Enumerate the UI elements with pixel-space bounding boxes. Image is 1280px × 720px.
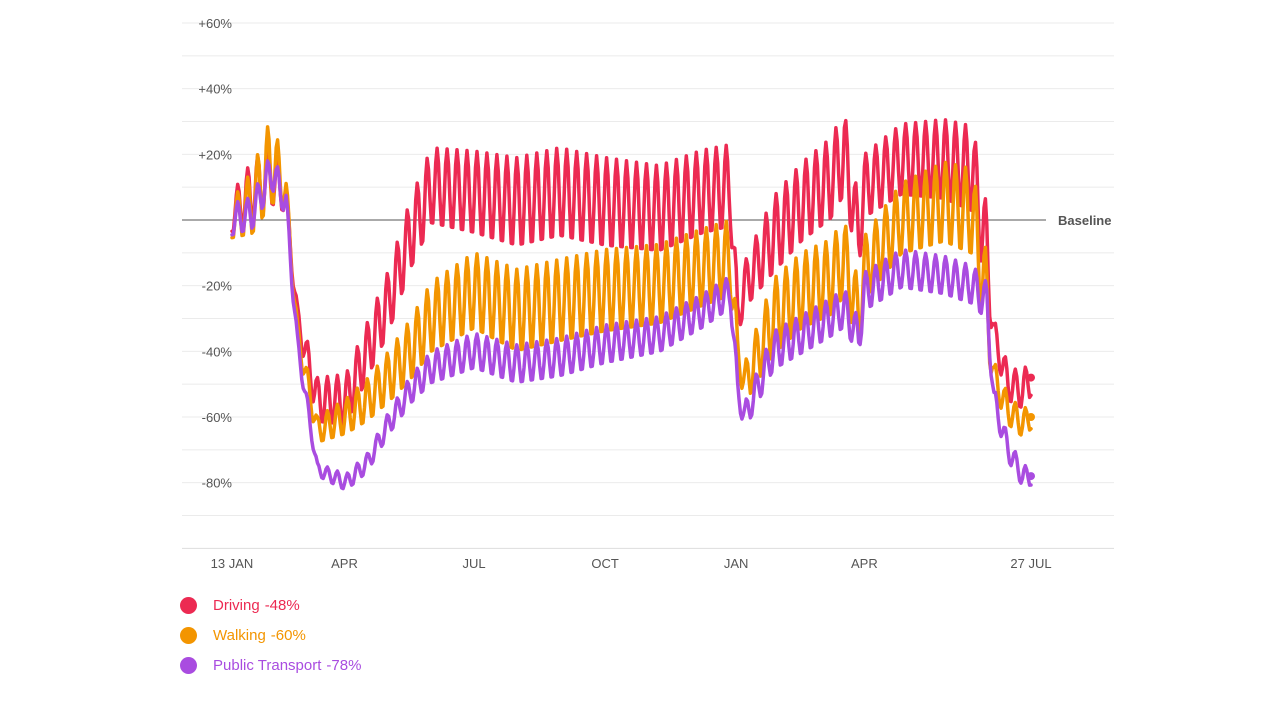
y-tick-label: +40% (198, 82, 232, 97)
legend-label-walking: Walking (213, 626, 266, 644)
legend-item-public-transport: Public Transport -78% (180, 650, 361, 680)
x-tick-label: APR (851, 556, 878, 571)
series-line-walking (230, 125, 1033, 443)
legend-dot-walking (180, 626, 197, 644)
baseline-label: Baseline (1058, 213, 1111, 228)
y-tick-label: +20% (198, 147, 232, 162)
legend-label-public-transport: Public Transport (213, 656, 322, 674)
y-tick-label: -80% (202, 476, 233, 491)
y-tick-label: -60% (202, 410, 233, 425)
legend-item-driving: Driving -48% (180, 590, 361, 620)
x-tick-label: 27 JUL (1010, 556, 1051, 571)
legend-value-walking: -60% (270, 626, 306, 644)
legend-label-driving: Driving (213, 596, 260, 614)
x-tick-label: JUL (463, 556, 486, 571)
legend-value-driving: -48% (264, 596, 300, 614)
x-tick-label: OCT (591, 556, 619, 571)
y-axis-ticks: +60% +40% +20% -20% -40% -60% -80% (198, 16, 232, 491)
x-tick-label: JAN (724, 556, 749, 571)
series-end-dot-walking (1027, 413, 1035, 421)
y-tick-label: -40% (202, 344, 233, 359)
series-lines (230, 118, 1033, 491)
y-tick-label: +60% (198, 16, 232, 31)
y-tick-label: -20% (202, 279, 233, 294)
legend: Driving -48% Walking -60% Public Transpo… (180, 590, 361, 680)
x-axis-ticks: 13 JAN APR JUL OCT JAN APR 27 JUL (211, 556, 1052, 571)
legend-value-public-transport: -78% (326, 656, 362, 674)
series-end-dot-driving (1027, 373, 1035, 382)
x-tick-label: APR (331, 556, 358, 571)
legend-dot-public-transport (180, 656, 197, 674)
legend-dot-driving (180, 596, 197, 614)
mobility-line-chart: +60% +40% +20% -20% -40% -60% -80% Baseline 13… (182, 16, 1114, 571)
series-end-dot-public-transport (1027, 472, 1035, 481)
series-end-markers (1027, 373, 1035, 481)
series-line-driving (230, 118, 1033, 426)
x-tick-label: 13 JAN (211, 556, 254, 571)
legend-item-walking: Walking -60% (180, 620, 361, 650)
series-line-public-transport (230, 159, 1033, 491)
